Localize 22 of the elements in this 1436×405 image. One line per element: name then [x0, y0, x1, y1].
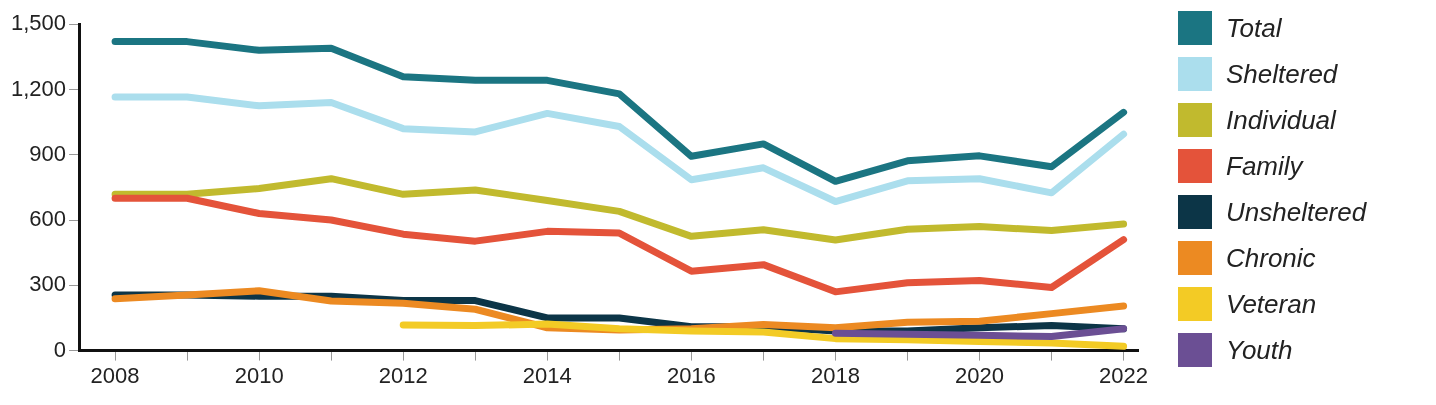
x-tick-label: 2012 [378, 362, 428, 388]
legend-label: Total [1226, 12, 1282, 44]
y-tick-label: 1,200 [10, 75, 67, 101]
legend-label: Family [1226, 150, 1303, 182]
x-tick-label: 2020 [955, 362, 1004, 388]
legend-label: Individual [1226, 104, 1336, 136]
legend-label: Youth [1226, 334, 1293, 366]
legend-label: Sheltered [1226, 58, 1338, 90]
y-tick-label: 0 [53, 336, 67, 362]
x-tick-label: 2008 [90, 362, 140, 388]
x-tick-label: 2018 [810, 362, 860, 388]
legend-label: Unsheltered [1226, 196, 1367, 228]
legend-label: Veteran [1226, 288, 1317, 320]
legend-label: Chronic [1226, 242, 1316, 274]
y-tick-label: 300 [29, 271, 67, 297]
y-tick-label: 900 [29, 140, 67, 166]
y-tick-label: 1,500 [10, 10, 67, 36]
x-tick-label: 2022 [1099, 362, 1149, 388]
x-tick-label: 2010 [234, 362, 284, 388]
x-tick-label: 2014 [522, 362, 572, 388]
y-tick-label: 600 [29, 206, 67, 232]
x-tick-label: 2016 [666, 362, 716, 388]
